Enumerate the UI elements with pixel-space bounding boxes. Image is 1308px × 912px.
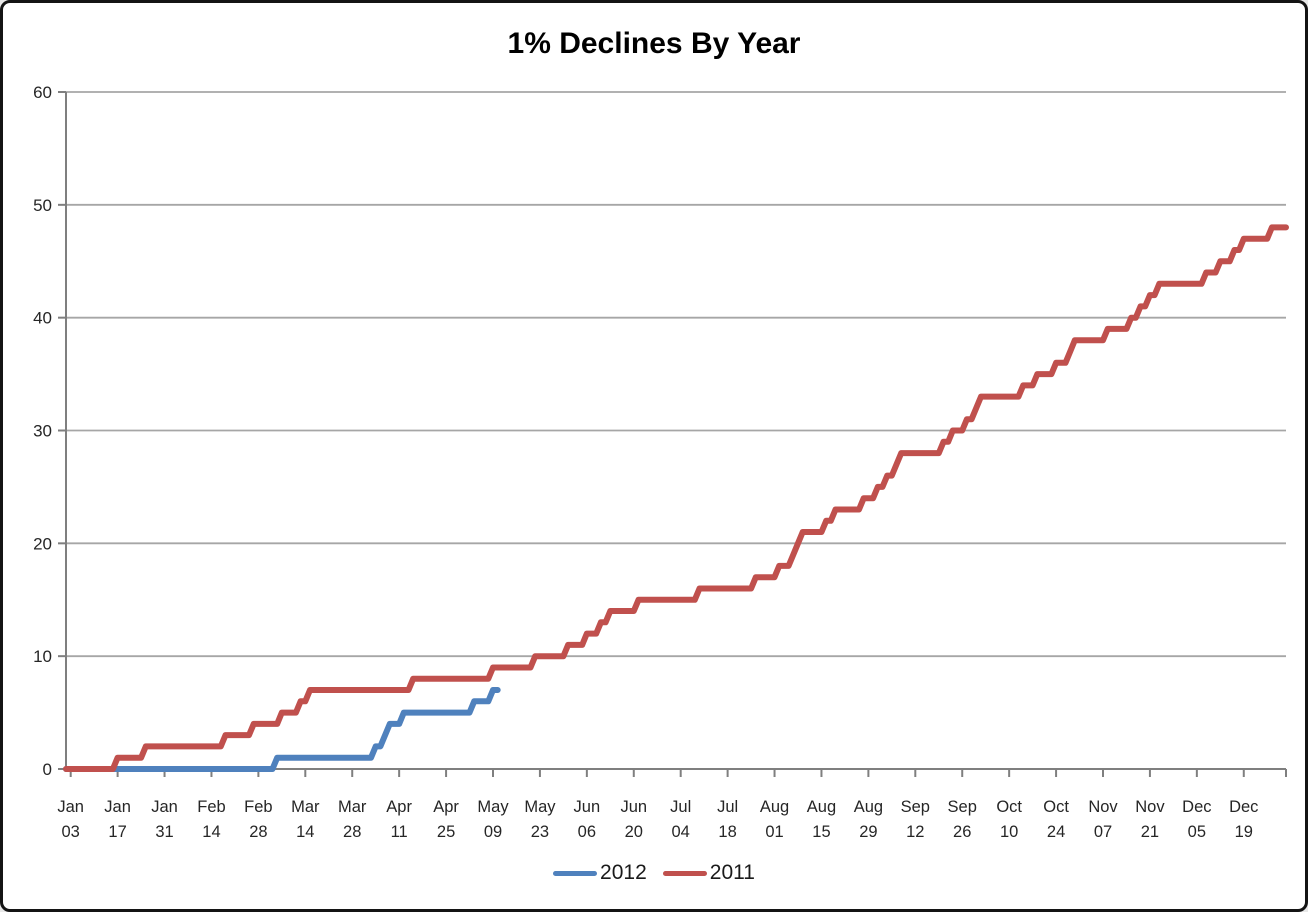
x-tick-label-day: 20 [625,823,643,841]
x-tick-label-month: Jul [670,798,691,816]
x-tick-label-month: Aug [807,798,836,816]
x-tick-label-day: 14 [296,823,314,841]
legend-entry-2011: 2011 [662,861,755,885]
y-tick-label: 40 [33,309,52,328]
x-tick-label-day: 28 [343,823,361,841]
x-tick-label-day: 31 [155,823,173,841]
x-tick-label-day: 06 [578,823,596,841]
legend-entry-2012: 2012 [553,861,647,885]
legend-swatch-2011 [662,870,707,876]
x-tick-label-month: May [524,798,556,816]
x-tick-label-month: Apr [386,798,412,816]
x-tick-label-day: 10 [1000,823,1018,841]
x-tick-label-month: Sep [901,798,930,816]
x-tick-label-month: Aug [854,798,883,816]
y-tick-label: 50 [33,196,52,215]
series-line-2011 [63,224,1289,772]
x-tick-label-day: 12 [906,823,924,841]
x-tick-label-month: Feb [197,798,225,816]
x-tick-label-month: Oct [996,798,1022,816]
legend: 2012 2011 [3,861,1305,885]
x-tick-label-month: Sep [948,798,977,816]
x-tick-label-month: Aug [760,798,789,816]
series-line-2012 [63,687,501,772]
x-tick-label-day: 24 [1047,823,1065,841]
x-tick-label-month: Jan [151,798,178,816]
x-tick-label-day: 15 [812,823,830,841]
x-tick-label-day: 21 [1141,823,1159,841]
x-tick-label-day: 19 [1235,823,1253,841]
x-tick-label-month: Jun [620,798,647,816]
x-tick-label-day: 04 [672,823,690,841]
x-tick-label-day: 03 [62,823,80,841]
chart-plot-area: 0102030405060Jan03Jan17Jan31Feb14Feb28Ma… [33,83,1289,841]
x-tick-label-day: 28 [249,823,267,841]
x-tick-label-month: Feb [244,798,272,816]
x-tick-label-month: Jan [104,798,131,816]
x-tick-label-month: Nov [1135,798,1165,816]
x-tick-label-day: 09 [484,823,502,841]
x-tick-label-day: 11 [391,823,408,841]
y-tick-label: 10 [33,647,52,666]
y-tick-label: 30 [33,422,52,441]
legend-label-2011: 2011 [709,861,755,884]
y-tick-label: 60 [33,83,52,102]
x-tick-label-month: May [477,798,509,816]
x-tick-label-month: Mar [338,798,367,816]
x-tick-label-month: Jun [574,798,601,816]
x-tick-label-month: Dec [1229,798,1258,816]
x-tick-label-month: Jul [717,798,738,816]
y-tick-label: 0 [43,760,52,779]
x-tick-label-day: 18 [718,823,736,841]
x-tick-label-day: 07 [1094,823,1112,841]
x-tick-label-month: Oct [1043,798,1069,816]
y-tick-label: 20 [33,534,52,553]
legend-label-2012: 2012 [600,861,647,884]
x-tick-label-day: 17 [108,823,126,841]
x-tick-label-day: 25 [437,823,455,841]
x-tick-label-day: 29 [859,823,877,841]
x-tick-label-day: 14 [202,823,220,841]
chart-title: 1% Declines By Year [507,27,801,60]
x-tick-label-day: 23 [531,823,549,841]
x-tick-label-day: 05 [1188,823,1206,841]
x-tick-label-month: Mar [291,798,320,816]
x-tick-label-month: Jan [57,798,84,816]
x-tick-label-month: Apr [433,798,459,816]
x-tick-label-month: Nov [1088,798,1118,816]
x-tick-label-day: 01 [765,823,783,841]
legend-swatch-2012 [553,870,598,876]
x-tick-label-day: 26 [953,823,971,841]
x-tick-label-month: Dec [1182,798,1211,816]
